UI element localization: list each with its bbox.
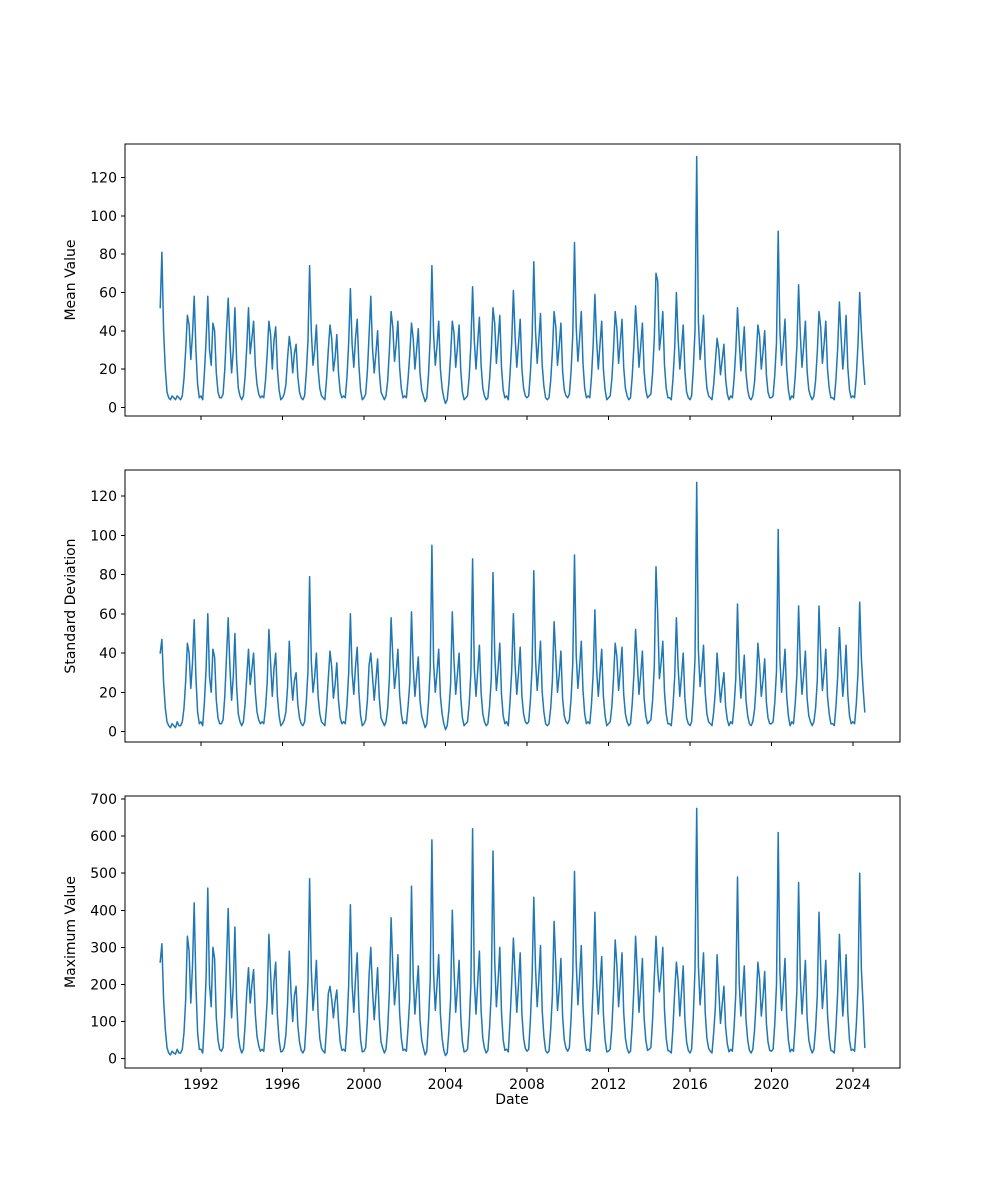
y-tick-label: 80 xyxy=(99,247,117,263)
y-tick-label: 200 xyxy=(90,978,117,994)
x-tick-label: 2004 xyxy=(428,1077,464,1093)
mean-value-chart: 0 20 40 60 80 100 120 xyxy=(90,143,901,420)
y-tick-label: 400 xyxy=(90,903,117,919)
x-tick-label: 1996 xyxy=(265,1077,301,1093)
mean-value-series-line xyxy=(159,155,866,405)
y-tick-label: 80 xyxy=(99,568,117,584)
y-tick-label: 100 xyxy=(90,528,117,544)
y-tick-label: 100 xyxy=(90,1015,117,1031)
x-tick-label: 2016 xyxy=(672,1077,708,1093)
plot-border xyxy=(124,143,901,417)
y-tick-label: 120 xyxy=(90,489,117,505)
y-tick-label: 60 xyxy=(99,607,117,623)
x-tick-label: 2008 xyxy=(509,1077,545,1093)
maximum-value-chart: 0 100 200 300 400 500 600 700 1992 1996 2000 2004 20… xyxy=(90,792,901,1093)
x-axis-label: Date xyxy=(495,1092,528,1108)
maximum-value-series-line xyxy=(159,807,866,1057)
y-tick-label: 60 xyxy=(99,286,117,302)
y-tick-label: 500 xyxy=(90,866,117,882)
standard-deviation-series-line xyxy=(159,481,866,731)
y-axis-label-std: Standard Deviation xyxy=(63,538,79,673)
y-tick-label: 600 xyxy=(90,829,117,845)
y-axis-label-mean: Mean Value xyxy=(63,239,79,320)
x-tick-label: 2000 xyxy=(346,1077,382,1093)
y-tick-label: 0 xyxy=(108,1052,117,1068)
plot-border xyxy=(124,795,901,1069)
y-tick-label: 0 xyxy=(108,725,117,741)
x-tick-label: 2020 xyxy=(754,1077,790,1093)
x-tick-label: 1992 xyxy=(183,1077,219,1093)
standard-deviation-chart: 0 20 40 60 80 100 120 xyxy=(90,469,901,746)
y-tick-label: 20 xyxy=(99,685,117,701)
y-tick-label: 300 xyxy=(90,940,117,956)
y-tick-label: 20 xyxy=(99,362,117,378)
y-tick-label: 0 xyxy=(108,400,117,416)
y-tick-label: 120 xyxy=(90,171,117,187)
y-tick-label: 700 xyxy=(90,792,117,808)
y-axis-label-max: Maximum Value xyxy=(63,876,79,988)
y-tick-label: 40 xyxy=(99,324,117,340)
x-tick-label: 2012 xyxy=(591,1077,627,1093)
y-tick-label: 100 xyxy=(90,209,117,225)
y-tick-label: 40 xyxy=(99,646,117,662)
charts-layer: 0 20 40 60 80 100 120 0 20 40 60 80 100 120 0 100 200 300… xyxy=(90,143,901,1093)
plot-border xyxy=(124,469,901,743)
x-tick-label: 2024 xyxy=(835,1077,871,1093)
